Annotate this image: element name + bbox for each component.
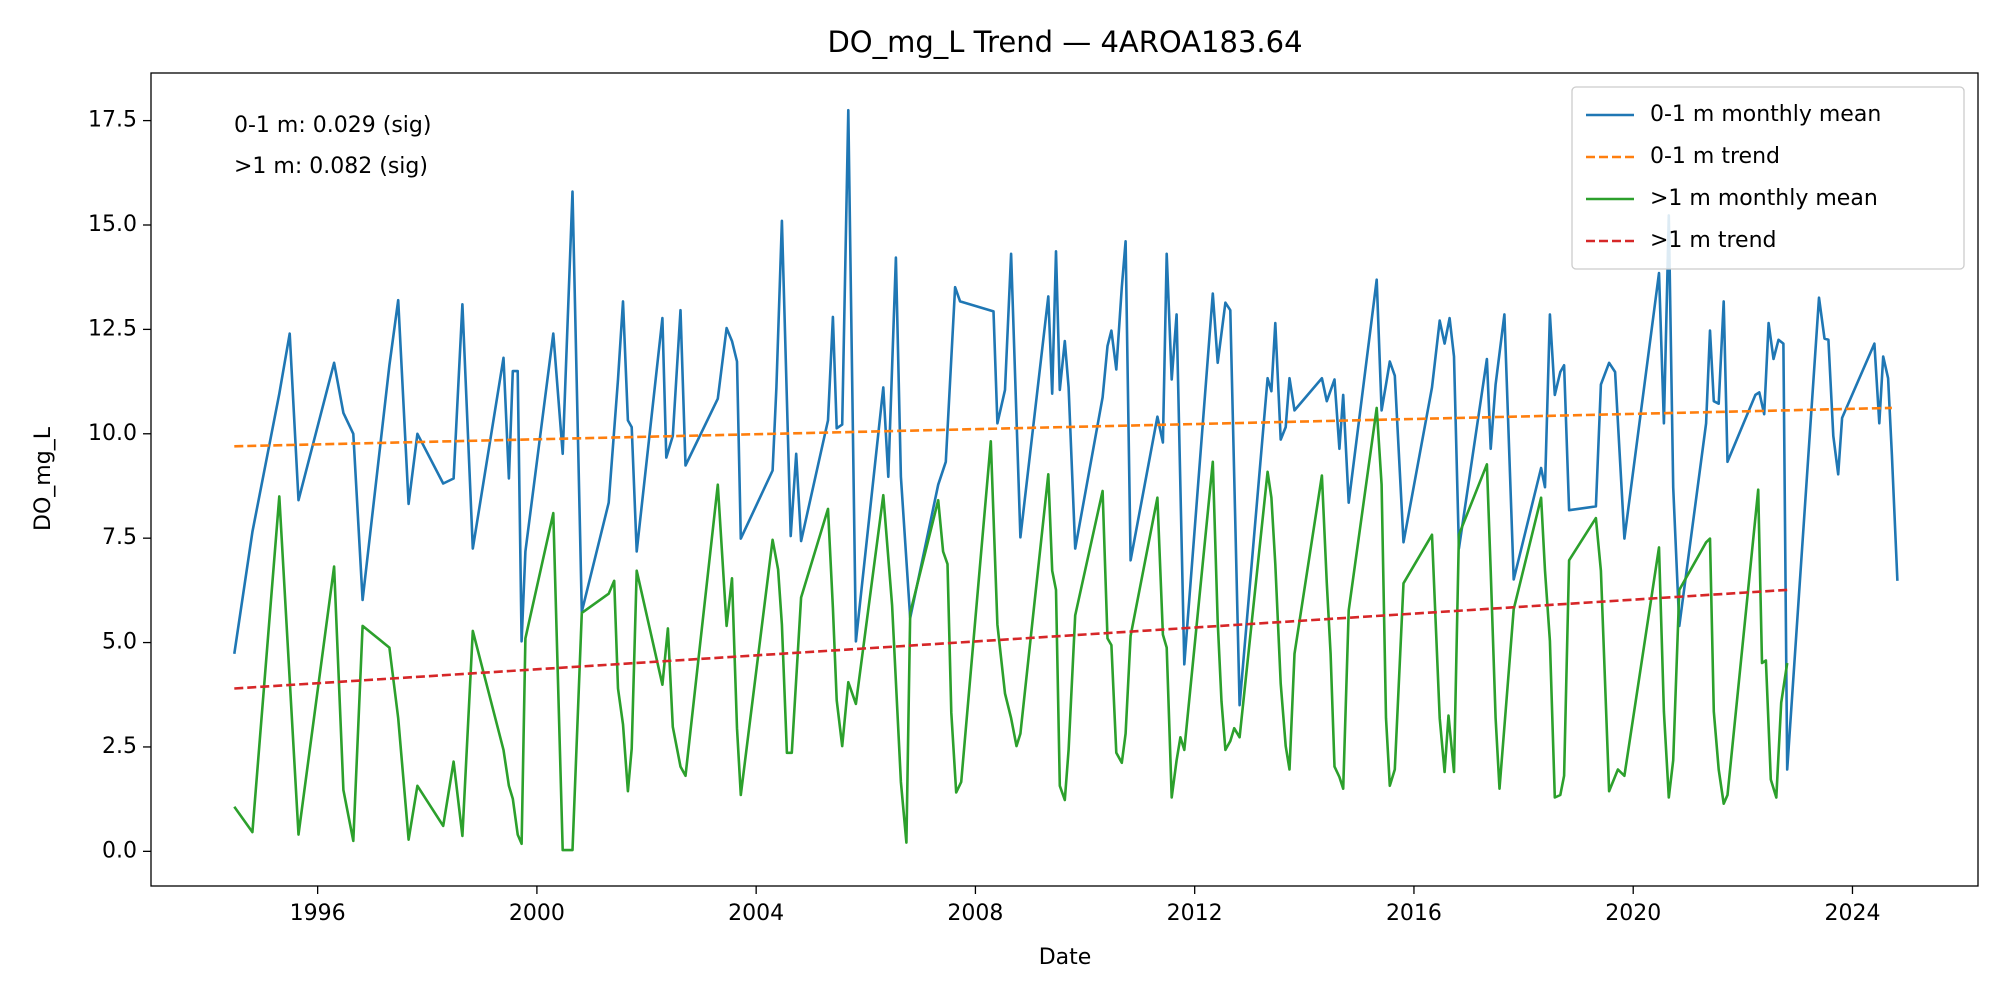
x-axis-label: Date [1039, 945, 1092, 970]
legend-label: >1 m trend [1650, 228, 1776, 253]
data-line [233, 108, 1899, 771]
x-tick-label: 2024 [1824, 901, 1880, 926]
y-tick-label: 10.0 [88, 421, 137, 446]
y-tick-label: 15.0 [88, 212, 137, 237]
x-tick-label: 2004 [728, 901, 784, 926]
annotation: >1 m: 0.082 (sig) [234, 154, 428, 179]
plot-area [150, 72, 1979, 887]
annotation: 0-1 m: 0.029 (sig) [234, 113, 431, 138]
legend-box [1571, 86, 1965, 270]
y-tick-label: 17.5 [88, 108, 137, 133]
legend-label: >1 m monthly mean [1650, 186, 1878, 211]
legend-label: 0-1 m trend [1650, 144, 1780, 169]
x-tick-label: 2000 [509, 901, 565, 926]
x-tick-label: 2020 [1605, 901, 1661, 926]
y-tick-label: 7.5 [102, 525, 137, 550]
chart-title: DO_mg_L Trend — 4AROA183.64 [827, 25, 1302, 59]
x-tick-label: 2008 [947, 901, 1003, 926]
trend-line [234, 406, 1892, 448]
y-tick-label: 2.5 [102, 734, 137, 759]
y-tick-label: 12.5 [88, 316, 137, 341]
data-line [233, 406, 1789, 852]
legend-label: 0-1 m monthly mean [1650, 102, 1881, 127]
x-tick-label: 2016 [1386, 901, 1442, 926]
legend: 0-1 m monthly mean 0-1 m trend >1 m monthl… [1571, 86, 1965, 270]
y-tick-label: 5.0 [102, 630, 137, 655]
y-axis-label: DO_mg_L [31, 426, 56, 531]
y-tick-label: 0.0 [102, 838, 137, 863]
x-tick-label: 1996 [290, 901, 346, 926]
trend-line [234, 588, 1788, 690]
x-tick-label: 2012 [1167, 901, 1223, 926]
